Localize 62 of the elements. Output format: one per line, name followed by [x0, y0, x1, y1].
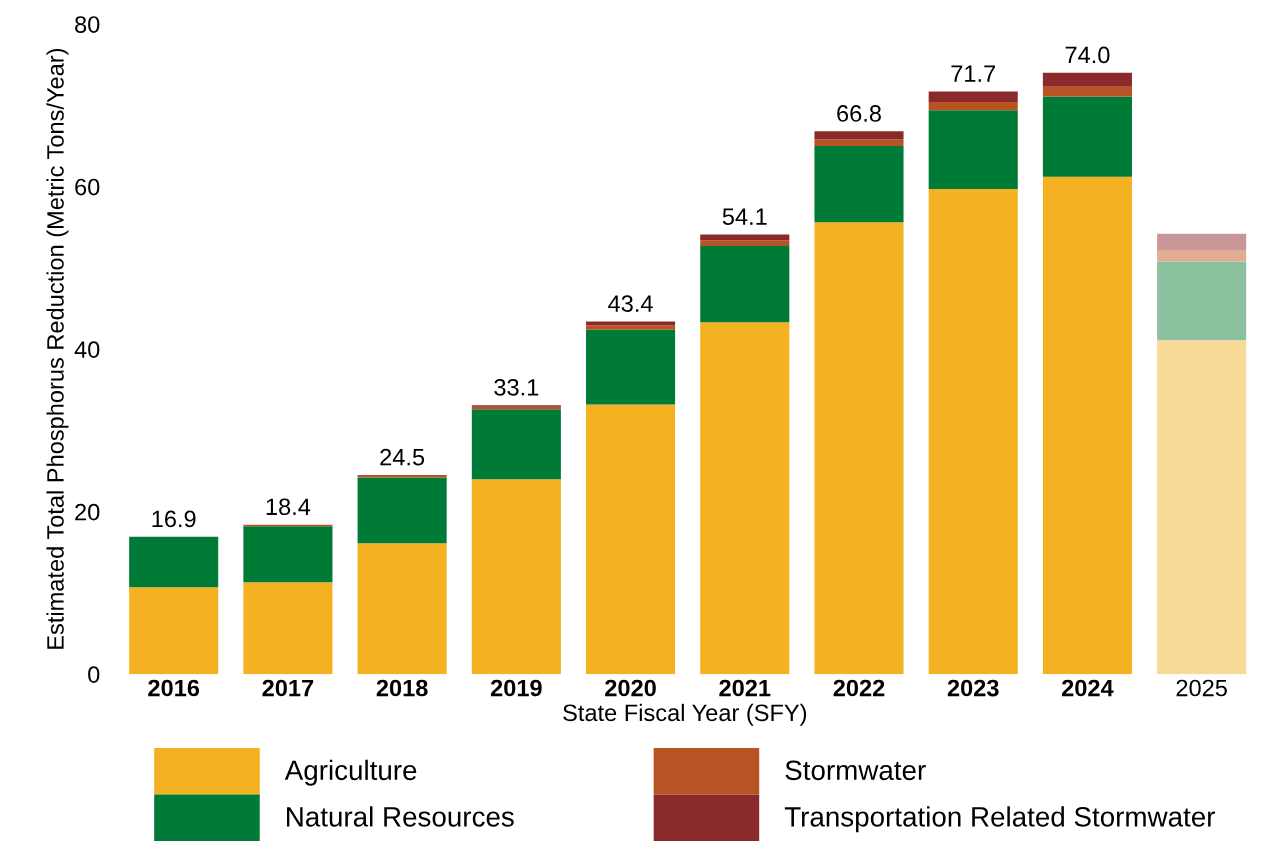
bar	[1157, 261, 1247, 341]
bar	[243, 582, 333, 675]
bar	[700, 322, 790, 675]
bar	[586, 329, 676, 405]
total-label: 16.9	[152, 510, 196, 528]
total-label: 43.4	[608, 295, 653, 312]
bar	[1157, 340, 1247, 675]
bar	[928, 189, 1018, 675]
total-label: 18.4	[266, 498, 311, 516]
bar	[586, 325, 676, 330]
bar	[814, 222, 904, 675]
total-label: 33.1	[494, 378, 539, 396]
bar	[586, 404, 676, 675]
bar	[814, 131, 904, 140]
x-tick-label: 2017	[262, 679, 314, 697]
bar	[129, 587, 219, 675]
x-tick-label: 2016	[148, 679, 200, 697]
bar	[1042, 72, 1132, 87]
bar	[357, 543, 447, 675]
total-label: 24.5	[380, 448, 425, 466]
x-tick-label: 2025	[1176, 679, 1227, 697]
total-label: 74.0	[1065, 46, 1110, 64]
bar	[1042, 86, 1132, 97]
x-tick-label: 2024	[1061, 679, 1114, 697]
bar	[357, 475, 447, 478]
total-label: 71.7	[951, 65, 996, 82]
x-tick-label: 2018	[376, 679, 428, 697]
legend-label: Agriculture	[284, 759, 417, 786]
bar	[243, 526, 333, 583]
y-axis-title: Estimated Total Phosphorus Reduction (Metric Tons/Year)	[46, 48, 69, 649]
total-label: 66.8	[837, 105, 881, 122]
x-tick-label: 2021	[719, 679, 771, 697]
bar	[357, 477, 447, 544]
bar	[1157, 250, 1247, 262]
bar	[586, 321, 676, 326]
x-tick-label: 2022	[833, 679, 885, 697]
bar	[814, 145, 904, 223]
x-tick-label: 2019	[490, 679, 542, 697]
legend-label: Transportation Related Stormwater	[784, 806, 1215, 833]
y-tick-label: 80	[75, 16, 100, 33]
y-tick-label: 20	[75, 503, 100, 521]
bar	[1157, 233, 1247, 250]
bar	[129, 536, 219, 588]
bar	[814, 139, 904, 146]
bar	[928, 110, 1018, 190]
bar	[928, 102, 1018, 111]
bar	[1042, 176, 1132, 675]
y-tick-label: 60	[75, 178, 100, 196]
bar	[700, 240, 790, 246]
bar	[700, 245, 790, 323]
legend-label: Natural Resources	[287, 806, 514, 827]
x-tick-label: 2020	[605, 679, 656, 697]
total-label: 54.1	[722, 208, 767, 226]
bar	[471, 479, 561, 675]
bar	[928, 91, 1018, 103]
bar	[1042, 96, 1132, 177]
y-tick-label: 0	[88, 666, 100, 683]
bar	[471, 409, 561, 480]
x-tick-label: 2023	[947, 679, 999, 697]
legend-label: Stormwater	[785, 760, 926, 781]
x-axis-title: State Fiscal Year (SFY)	[563, 703, 807, 726]
y-tick-label: 40	[74, 341, 100, 358]
